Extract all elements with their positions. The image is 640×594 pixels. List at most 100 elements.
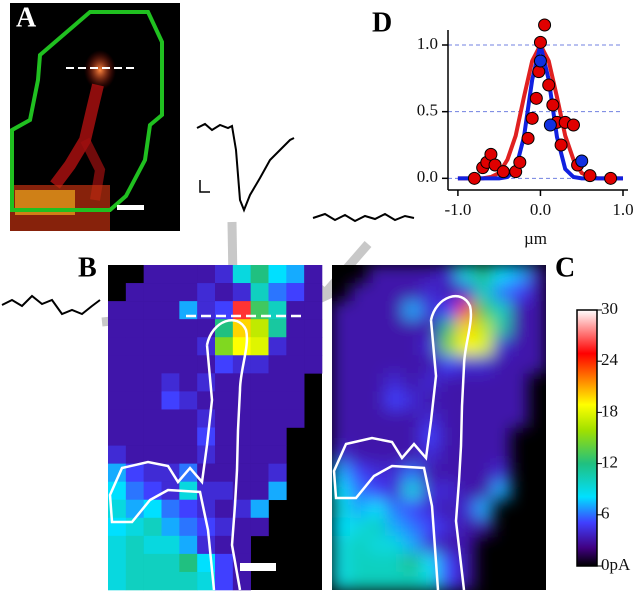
heatmap-cell [161, 301, 180, 320]
heatmap-cell [215, 553, 234, 573]
smoothed-cell [367, 301, 386, 320]
heatmap-cell [143, 445, 162, 464]
y-tick-label: 1.0 [417, 34, 438, 53]
smoothed-cell [439, 481, 458, 501]
x-tick-label: -1.0 [444, 200, 471, 219]
heatmap-c [332, 265, 546, 590]
heatmap-cell [304, 355, 323, 374]
heatmap-cell [232, 391, 251, 410]
smoothed-cell [367, 373, 386, 392]
heatmap-cell [143, 391, 162, 410]
heatmap-cell [161, 535, 180, 555]
smoothed-cell [510, 409, 529, 428]
smoothed-cell [332, 391, 351, 410]
data-point [554, 138, 568, 152]
heatmap-cell [215, 283, 234, 302]
heatmap-cell [250, 499, 269, 519]
heatmap-cell [232, 283, 251, 302]
heatmap-cell [250, 481, 269, 501]
smoothed-cell [439, 373, 458, 392]
smoothed-cell [456, 355, 475, 374]
heatmap-cell [108, 319, 127, 338]
smoothed-cell [492, 409, 511, 428]
heatmap-cell [215, 409, 234, 428]
smoothed-cell [439, 409, 458, 428]
data-point [575, 154, 589, 168]
data-point [604, 171, 618, 185]
heatmap-cell [179, 265, 198, 284]
smoothed-cell [385, 283, 404, 302]
heatmap-cell [179, 337, 198, 356]
smoothed-cell [385, 355, 404, 374]
heatmap-cell [232, 355, 251, 374]
smoothed-cell [367, 535, 386, 555]
smoothed-cell [439, 535, 458, 555]
smoothed-cell [421, 301, 440, 320]
smoothed-cell [492, 319, 511, 338]
smoothed-cell [367, 355, 386, 374]
smoothed-cell [474, 481, 493, 501]
heatmap-cell [143, 355, 162, 374]
heatmap-cell [304, 319, 323, 338]
heatmap-cell [161, 445, 180, 464]
smoothed-cell [349, 355, 368, 374]
smoothed-cell [510, 283, 529, 302]
y-tick-label: 0.0 [417, 167, 438, 186]
smoothed-cell [528, 283, 546, 302]
heatmap-cell [125, 571, 144, 591]
panel-d-plot: 0.0 0.5 1.0 -1.0 0.0 1.0 µm [417, 18, 634, 248]
data-point [566, 118, 580, 132]
smoothed-cell [349, 553, 368, 573]
heatmap-cell [197, 499, 216, 519]
smoothed-cell [439, 499, 458, 519]
smoothed-cell [385, 499, 404, 519]
heatmap-cell [232, 499, 251, 519]
heatmap-cell [143, 373, 162, 392]
colorbar-tick-label: 24 [601, 350, 619, 369]
heatmap-cell [161, 283, 180, 302]
heatmap-cell [304, 265, 323, 284]
heatmap-cell [125, 283, 144, 302]
smoothed-cell [367, 319, 386, 338]
smoothed-cell [439, 355, 458, 374]
smoothed-cell [385, 571, 404, 590]
smoothed-cell [456, 517, 475, 537]
heatmap-cell [125, 319, 144, 338]
heatmap-cell [304, 337, 323, 356]
heatmap-cell [268, 427, 287, 446]
smoothed-cell [439, 553, 458, 573]
heatmap-cell [108, 445, 127, 464]
smoothed-cell [385, 481, 404, 501]
data-point [521, 131, 535, 145]
heatmap-cell [125, 427, 144, 446]
heatmap-cell [125, 517, 144, 537]
smoothed-cell [456, 499, 475, 519]
colorbar-ticks: 0pA 6 12 18 24 30 [597, 299, 631, 574]
heatmap-cell [268, 481, 287, 501]
smoothed-cell [403, 283, 422, 302]
smoothed-cell [456, 373, 475, 392]
heatmap-cell [179, 499, 198, 519]
smoothed-cell [492, 265, 511, 284]
heatmap-cell [250, 409, 269, 428]
smoothed-cell [385, 445, 404, 464]
smoothed-cell [439, 337, 458, 356]
data-point [529, 91, 543, 105]
heatmap-cell [143, 571, 162, 591]
smoothed-cell [510, 301, 529, 320]
heatmap-cell [268, 265, 287, 284]
smoothed-cell [421, 319, 440, 338]
heatmap-cell [197, 427, 216, 446]
smoothed-cell [349, 337, 368, 356]
heatmap-cell [215, 355, 234, 374]
heatmap-cell [286, 319, 305, 338]
heatmap-cell [197, 265, 216, 284]
panel-label: C [555, 252, 575, 283]
smoothed-cell [474, 517, 493, 537]
smoothed-cell [403, 481, 422, 501]
panel-label: A [16, 2, 37, 33]
colorbar-tick-label: 0pA [601, 555, 631, 574]
heatmap-cell [143, 301, 162, 320]
smoothed-cell [474, 355, 493, 374]
heatmap-cell [125, 535, 144, 555]
